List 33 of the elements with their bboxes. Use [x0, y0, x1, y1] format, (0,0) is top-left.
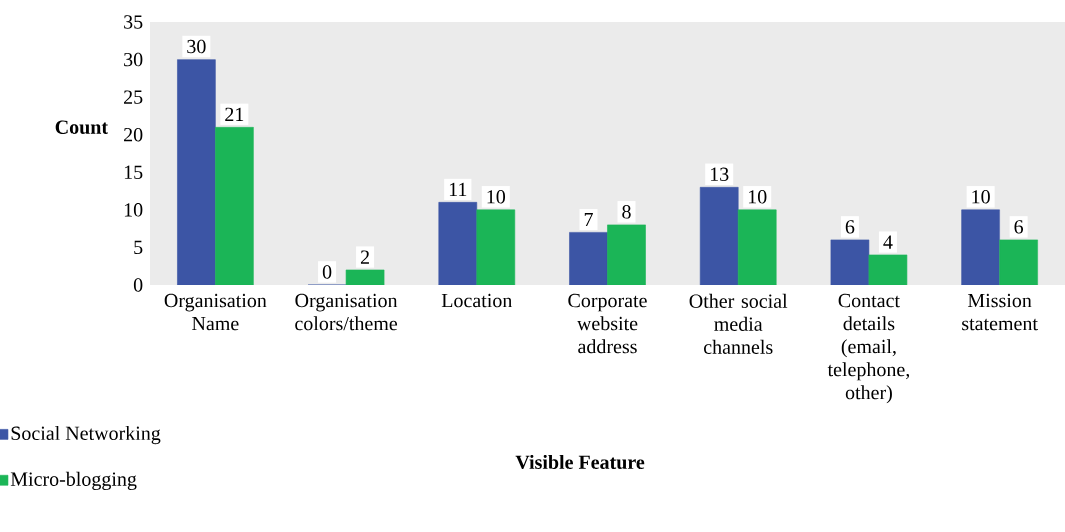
y-tick-label: 30 — [124, 52, 143, 67]
data-label: 4 — [883, 235, 893, 249]
data-label: 6 — [1014, 220, 1024, 234]
y-tick-label: 10 — [124, 203, 143, 217]
data-label: 13 — [710, 167, 729, 181]
y-tick-label: 15 — [124, 165, 143, 179]
y-axis-title: Count — [55, 120, 108, 134]
data-label: 30 — [187, 39, 206, 54]
data-label: 7 — [584, 213, 593, 227]
x-tick-label: Corporate website address — [568, 293, 647, 354]
x-tick-label: Other social media channels — [689, 293, 788, 354]
x-tick-label: Mission statement — [962, 293, 1038, 331]
x-tick-label: Organisation Name — [164, 293, 267, 331]
y-tick-label: 0 — [133, 278, 143, 292]
data-label: 10 — [748, 190, 767, 204]
x-tick-label: Contact details (email, telephone, other) — [827, 293, 910, 404]
data-label: 2 — [360, 250, 369, 264]
data-label: 10 — [972, 190, 990, 204]
y-tick-label: 5 — [134, 240, 143, 255]
data-label: 21 — [225, 107, 244, 121]
data-label: 0 — [322, 265, 332, 279]
legend-label: Micro-blogging — [10, 471, 137, 491]
y-tick-label: 20 — [124, 127, 143, 142]
x-tick-label: Location — [441, 293, 513, 308]
y-tick-label: 25 — [124, 90, 143, 104]
data-label: 8 — [622, 205, 631, 219]
x-axis-title: Visible Feature — [515, 454, 645, 470]
legend-label: Social Networking — [11, 425, 161, 445]
data-label: 6 — [845, 220, 855, 234]
y-tick-label: 35 — [124, 15, 143, 29]
x-tick-label: Organisation colors/theme — [295, 293, 398, 331]
data-label: 11 — [449, 182, 467, 197]
data-label: 10 — [487, 190, 506, 204]
